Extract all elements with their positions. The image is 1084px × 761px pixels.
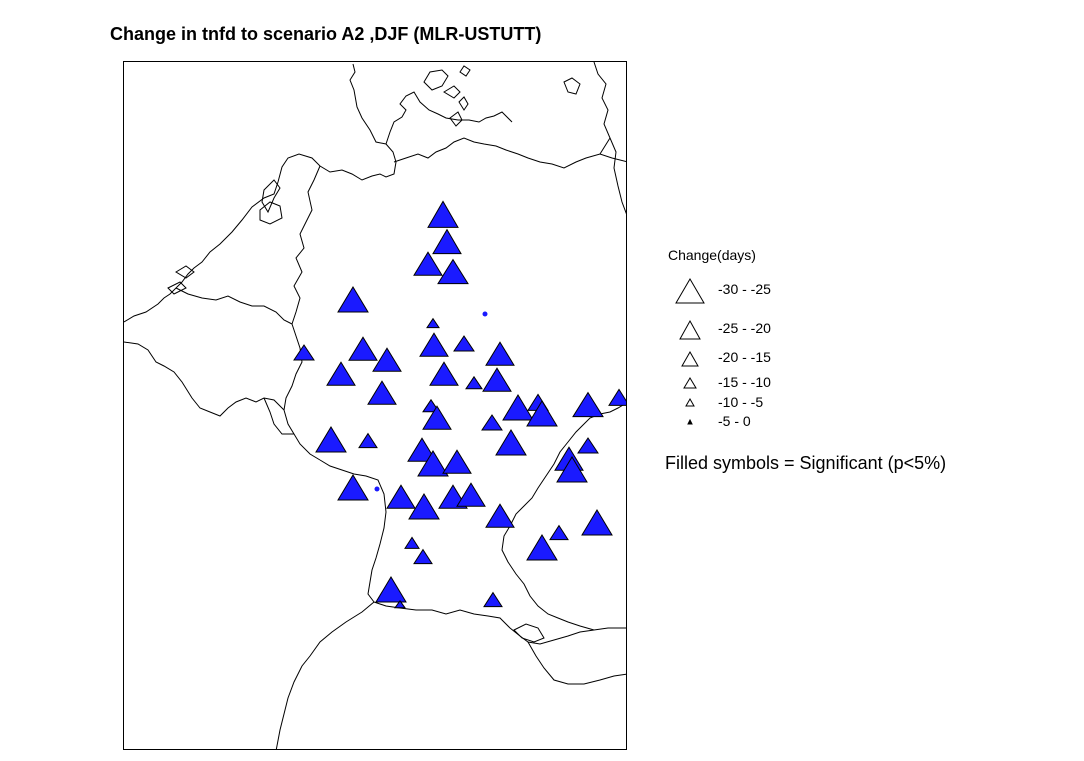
border	[175, 287, 293, 325]
border	[527, 641, 626, 685]
station-triangle	[481, 414, 503, 431]
station-triangle	[429, 361, 459, 386]
coastline	[449, 111, 463, 127]
legend-label: -5 - 0	[718, 413, 751, 429]
station-triangle	[437, 258, 469, 285]
coastline	[124, 63, 397, 323]
border	[501, 402, 626, 631]
station-triangle	[549, 524, 569, 541]
station-triangle	[442, 449, 472, 474]
station-triangle	[427, 200, 459, 228]
country-borders	[124, 62, 626, 749]
legend-title: Change(days)	[668, 247, 756, 263]
station-triangle	[372, 347, 402, 372]
station-dot	[374, 486, 380, 492]
station-triangle	[367, 380, 397, 405]
station-triangle	[485, 341, 515, 366]
triangle-icon	[683, 377, 697, 389]
station-triangle	[502, 394, 534, 421]
station-triangle	[608, 388, 626, 406]
legend-label: -30 - -25	[718, 281, 771, 297]
station-triangle	[453, 335, 475, 352]
coastline	[167, 281, 187, 295]
station-triangle	[526, 400, 558, 427]
coastline	[385, 91, 513, 145]
border	[319, 459, 387, 603]
triangle-icon	[675, 278, 705, 304]
station-triangle	[465, 375, 483, 390]
lake	[261, 179, 281, 214]
map-frame	[123, 61, 627, 750]
legend-item: -15 - -10	[672, 373, 812, 395]
border	[373, 601, 626, 645]
station-triangle	[417, 450, 449, 477]
station-triangle	[482, 367, 512, 392]
station-triangle	[407, 437, 437, 462]
border	[283, 323, 321, 461]
map-title: Change in tnfd to scenario A2 ,DJF (MLR-…	[110, 24, 542, 44]
station-dot	[482, 311, 488, 317]
coastline	[458, 96, 469, 111]
station-triangle	[432, 228, 462, 255]
station-triangle	[413, 548, 433, 565]
significance-note: Filled symbols = Significant (p<5%)	[665, 453, 947, 473]
border	[263, 397, 294, 435]
triangle-icon	[681, 350, 699, 367]
border	[609, 137, 626, 215]
legend-item: -25 - -20	[672, 318, 812, 340]
station-triangle	[485, 503, 515, 528]
station-triangle	[581, 509, 613, 536]
station-triangle	[408, 493, 440, 520]
triangle-icon	[687, 418, 693, 425]
lake	[259, 201, 283, 225]
station-markers	[293, 200, 626, 609]
station-triangle	[419, 332, 449, 357]
station-triangle	[358, 432, 378, 449]
border	[275, 601, 375, 749]
coastline	[393, 137, 626, 169]
station-triangle	[422, 405, 452, 430]
legend-label: -15 - -10	[718, 374, 771, 390]
station-triangle	[337, 286, 369, 313]
legend-label: -10 - -5	[718, 394, 764, 410]
triangle-icon	[685, 397, 695, 407]
station-triangle	[315, 426, 347, 453]
lake	[513, 623, 545, 643]
coastline	[459, 65, 471, 77]
border	[593, 62, 611, 155]
station-triangle	[413, 251, 443, 276]
station-triangle	[577, 437, 599, 454]
coastline	[175, 265, 195, 279]
station-triangle	[404, 536, 420, 549]
station-triangle	[556, 456, 588, 483]
station-triangle	[386, 484, 416, 509]
station-triangle	[526, 534, 558, 561]
legend-label: -20 - -15	[718, 349, 771, 365]
station-triangle	[572, 391, 604, 418]
station-triangle	[375, 576, 407, 603]
coastline	[423, 69, 449, 91]
station-triangle	[483, 591, 503, 608]
station-triangle	[495, 429, 527, 456]
station-triangle	[337, 474, 369, 501]
station-triangle	[394, 599, 406, 609]
station-triangle	[348, 336, 378, 361]
coastline	[443, 85, 461, 99]
station-triangle	[326, 361, 356, 386]
station-triangle	[293, 344, 315, 361]
triangle-icon	[679, 319, 701, 340]
border	[124, 341, 285, 417]
legend-label: -25 - -20	[718, 320, 771, 336]
station-triangle	[426, 317, 440, 329]
legend-item: -5 - 0	[672, 412, 812, 434]
station-triangle	[456, 482, 486, 507]
border	[291, 165, 321, 325]
map-canvas	[124, 62, 626, 749]
legend-item: -30 - -25	[672, 276, 812, 304]
legend-item: -20 - -15	[672, 348, 812, 370]
coastline	[563, 77, 581, 95]
legend-item: -10 - -5	[672, 393, 812, 415]
